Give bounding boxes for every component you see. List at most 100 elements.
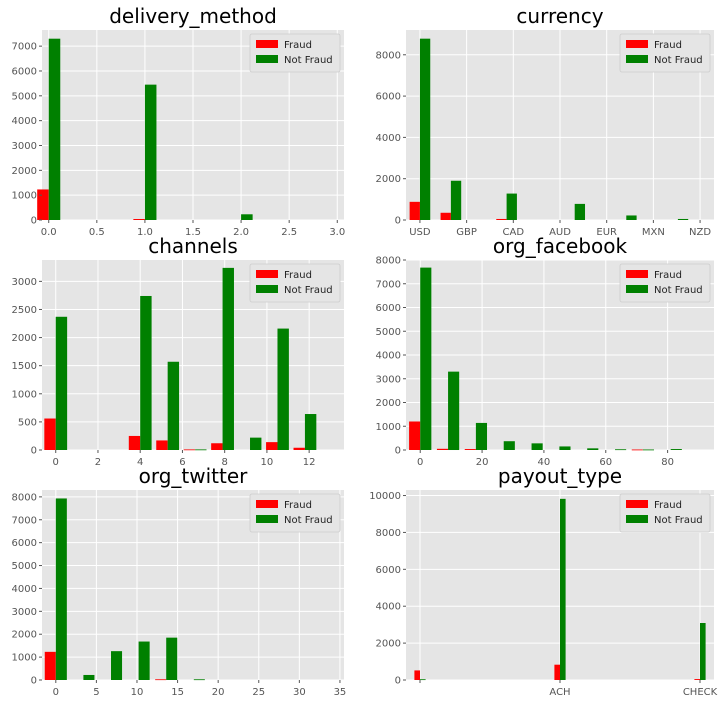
legend-swatch-not-fraud xyxy=(256,515,278,523)
bar-not-fraud xyxy=(574,203,586,220)
x-tick-label: 8 xyxy=(221,457,227,468)
legend-label-not-fraud: Not Fraud xyxy=(654,285,703,296)
bar-not-fraud xyxy=(55,498,67,680)
x-tick-label: CHECK xyxy=(683,687,718,698)
x-tick-label: 35 xyxy=(334,687,347,698)
x-tick-label: 2.5 xyxy=(281,227,297,238)
bar-fraud xyxy=(155,679,167,681)
bar-not-fraud xyxy=(195,449,207,451)
bar-fraud xyxy=(266,442,278,450)
y-tick-label: 1500 xyxy=(12,361,37,372)
chart-title: currency xyxy=(516,4,603,28)
bar-fraud xyxy=(128,435,141,450)
y-tick-label: 0 xyxy=(395,216,401,227)
legend-label-not-fraud: Not Fraud xyxy=(654,55,703,66)
y-tick-label: 6000 xyxy=(376,303,401,314)
chart-panel-org-twitter: 0 1000 2000 3000 4000 5000 6000 7000 8000 0 5 10 15 2… xyxy=(12,464,347,698)
y-tick-label: 6000 xyxy=(12,538,37,549)
chart-panel-payout-type: 0 2000 4000 6000 8000 10000 ACH CHECK payout_typ… xyxy=(369,464,717,698)
legend-swatch-fraud xyxy=(256,270,278,278)
legend-label-fraud: Fraud xyxy=(654,40,682,51)
legend: Fraud Not Fraud xyxy=(249,33,341,73)
bar-not-fraud xyxy=(559,446,571,450)
chart-title: org_twitter xyxy=(139,464,249,488)
y-tick-label: 3000 xyxy=(12,141,37,152)
legend-label-fraud: Fraud xyxy=(654,270,682,281)
bar-fraud xyxy=(409,421,421,450)
legend-swatch-not-fraud xyxy=(626,285,648,293)
legend-swatch-fraud xyxy=(626,500,648,508)
y-tick-label: 7000 xyxy=(376,279,401,290)
x-tick-label: 5 xyxy=(93,687,99,698)
chart-title: payout_type xyxy=(498,464,622,488)
x-tick-label: NZD xyxy=(689,227,711,238)
bar-not-fraud xyxy=(531,443,543,450)
legend-label-fraud: Fraud xyxy=(284,40,312,51)
bar-fraud xyxy=(436,448,449,450)
y-tick-label: 6000 xyxy=(376,565,401,576)
y-tick-label: 6000 xyxy=(12,66,37,77)
chart-panel-delivery-method: 0 1000 2000 3000 4000 5000 6000 7000 0.0 0.5 1.0 1.… xyxy=(12,4,346,238)
bar-not-fraud xyxy=(506,193,517,220)
y-tick-label: 0 xyxy=(395,446,401,457)
x-tick-label: 1.0 xyxy=(137,227,153,238)
y-tick-label: 10000 xyxy=(369,491,401,502)
y-tick-label: 3000 xyxy=(12,607,37,618)
legend-label-fraud: Fraud xyxy=(284,500,312,511)
y-tick-label: 2000 xyxy=(12,333,37,344)
x-tick-label: 25 xyxy=(252,687,265,698)
bar-not-fraud xyxy=(140,295,152,450)
chart-panel-currency: 0 2000 4000 6000 8000 USD GBP CAD AUD EUR MXN NZD cu… xyxy=(376,4,714,238)
bar-fraud xyxy=(694,679,700,680)
y-tick-label: 4000 xyxy=(12,584,37,595)
bar-fraud xyxy=(414,670,420,680)
bar-not-fraud xyxy=(670,449,682,450)
bar-not-fraud xyxy=(475,422,488,450)
x-tick-label: 0.5 xyxy=(89,227,105,238)
y-tick-label: 1000 xyxy=(12,653,37,664)
bar-fraud xyxy=(44,418,56,450)
y-tick-label: 0 xyxy=(31,446,37,457)
x-tick-label: 30 xyxy=(293,687,306,698)
y-tick-label: 8000 xyxy=(376,50,401,61)
chart-panel-channels: 0 500 1000 1500 2000 2500 3000 0 2 4 6 8 10 12 channel… xyxy=(12,234,344,468)
legend-swatch-not-fraud xyxy=(626,55,648,63)
legend-label-not-fraud: Not Fraud xyxy=(654,515,703,526)
bar-not-fraud xyxy=(677,218,689,220)
legend-swatch-not-fraud xyxy=(256,55,278,63)
y-tick-label: 4000 xyxy=(376,602,401,613)
bar-fraud xyxy=(37,189,49,220)
bar-not-fraud xyxy=(166,637,178,680)
bar-not-fraud xyxy=(700,623,706,680)
bar-fraud xyxy=(183,449,196,451)
bar-not-fraud xyxy=(222,267,234,450)
bar-not-fraud xyxy=(83,674,95,680)
bar-fraud xyxy=(554,664,560,680)
x-tick-label: 20 xyxy=(476,457,489,468)
bar-not-fraud xyxy=(626,215,637,220)
legend: Fraud Not Fraud xyxy=(619,263,711,303)
legend-swatch-fraud xyxy=(256,500,278,508)
y-tick-label: 6000 xyxy=(376,92,401,103)
bar-not-fraud xyxy=(587,448,599,450)
y-tick-label: 7000 xyxy=(12,515,37,526)
legend-label-fraud: Fraud xyxy=(284,270,312,281)
chart-title: channels xyxy=(148,234,238,258)
x-tick-label: 0 xyxy=(417,457,423,468)
legend: Fraud Not Fraud xyxy=(619,33,711,73)
bar-not-fraud xyxy=(55,316,68,450)
x-tick-label: 80 xyxy=(661,457,674,468)
bar-not-fraud xyxy=(241,214,253,220)
legend-swatch-fraud xyxy=(256,40,278,48)
chart-panel-org-facebook: 0 1000 2000 3000 4000 5000 6000 7000 8000 0 20 40 60… xyxy=(376,234,714,468)
bar-not-fraud xyxy=(167,361,180,450)
x-tick-label: 40 xyxy=(538,457,551,468)
legend-swatch-not-fraud xyxy=(256,285,278,293)
bar-not-fraud xyxy=(111,651,123,680)
x-tick-label: 4 xyxy=(137,457,143,468)
y-tick-label: 3000 xyxy=(12,277,37,288)
bar-fraud xyxy=(44,651,56,680)
x-tick-label: CAD xyxy=(503,227,525,238)
x-tick-label: 1.5 xyxy=(185,227,201,238)
